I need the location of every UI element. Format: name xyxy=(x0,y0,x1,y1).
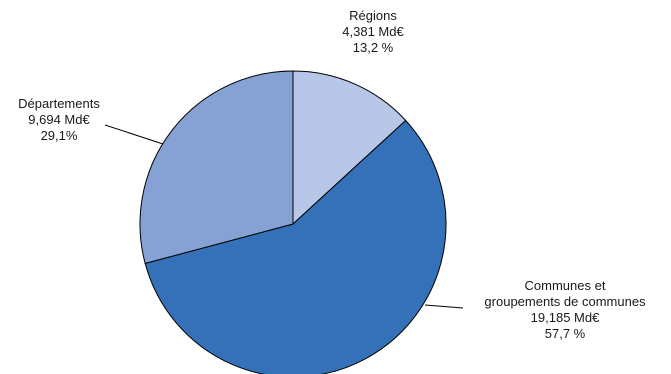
pie-slice-departements xyxy=(139,70,294,265)
slice-percent-regions: 13,2 % xyxy=(352,40,394,55)
pie-slice-communes xyxy=(144,119,447,374)
slice-value-communes: 19,185 Md€ xyxy=(530,310,600,325)
slice-label-departements: Départements 9,694 Md€ 29,1% xyxy=(0,96,118,144)
slice-name-regions: Régions xyxy=(349,8,397,23)
leader-line-departements xyxy=(104,124,164,145)
slice-name-communes-line1: Communes et xyxy=(524,278,606,293)
slice-name-communes-line2: groupements de communes xyxy=(484,294,646,309)
slice-percent-departements: 29,1% xyxy=(40,128,78,143)
leader-lines xyxy=(104,124,464,309)
slice-value-departements: 9,694 Md€ xyxy=(28,112,90,127)
leader-line-communes xyxy=(424,304,464,309)
slice-percent-communes: 57,7 % xyxy=(544,326,586,341)
slice-label-regions: Régions 4,381 Md€ 13,2 % xyxy=(318,8,428,56)
slice-name-departements: Départements xyxy=(18,96,100,111)
slice-value-regions: 4,381 Md€ xyxy=(342,24,404,39)
pie-slice-regions xyxy=(292,70,407,226)
pie-slices xyxy=(139,70,447,374)
slice-label-communes: Communes et groupements de communes 19,1… xyxy=(460,278,670,342)
